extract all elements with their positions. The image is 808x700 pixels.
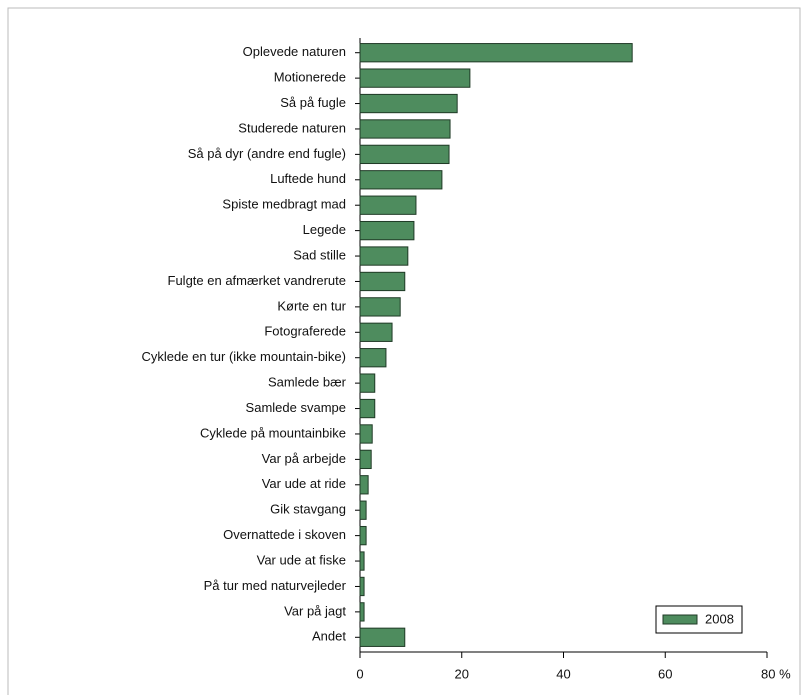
y-tick-label: Samlede svampe <box>246 400 346 415</box>
bar <box>359 475 369 495</box>
y-tick-label: Cyklede en tur (ikke mountain-bike) <box>142 349 346 364</box>
bar <box>359 525 367 546</box>
x-tick-label: 60 <box>658 666 672 681</box>
y-tick-label: Gik stavgang <box>270 502 346 517</box>
bar <box>359 170 443 190</box>
bar <box>359 246 409 266</box>
bar <box>359 576 365 597</box>
y-tick-label: Var på jagt <box>284 603 346 618</box>
y-tick-label: Fotograferede <box>264 324 346 339</box>
bar <box>359 322 393 342</box>
bar <box>359 271 406 292</box>
y-tick-label: Samlede bær <box>268 375 347 390</box>
legend-swatch <box>662 614 698 625</box>
y-tick-label: På tur med naturvejleder <box>204 578 347 593</box>
bar <box>359 627 406 647</box>
bar <box>359 424 373 444</box>
bar <box>359 119 451 139</box>
y-tick-label: Så på fugle <box>280 95 346 110</box>
y-tick-label: Studerede naturen <box>238 120 346 135</box>
bar <box>359 144 450 165</box>
bar <box>359 195 417 215</box>
y-tick-label: Så på dyr (andre end fugle) <box>188 146 346 161</box>
x-tick-label: 0 <box>356 666 363 681</box>
y-tick-label: Kørte en tur <box>277 298 346 313</box>
y-tick-label: Overnattede i skoven <box>223 527 346 542</box>
y-tick-label: Motionerede <box>274 70 346 85</box>
bar <box>359 500 367 520</box>
y-tick-label: Var på arbejde <box>262 451 346 466</box>
bar <box>359 93 458 114</box>
y-tick-label: Spiste medbragt mad <box>222 197 346 212</box>
bar <box>359 43 633 63</box>
bar <box>359 297 401 317</box>
y-tick-label: Var ude at ride <box>262 476 346 491</box>
bar <box>359 348 387 368</box>
bar <box>359 68 471 88</box>
bar <box>359 373 376 393</box>
y-tick-label: Fulgte en afmærket vandrerute <box>168 273 346 288</box>
y-tick-label: Sad stille <box>293 247 346 262</box>
y-tick-label: Luftede hund <box>270 171 346 186</box>
bar <box>359 220 415 241</box>
x-tick-label: 80 % <box>761 666 791 681</box>
y-tick-label: Cyklede på mountainbike <box>200 425 346 440</box>
y-tick-label: Legede <box>303 222 346 237</box>
bar <box>359 551 365 571</box>
y-tick-label: Var ude at fiske <box>257 552 346 567</box>
legend-label: 2008 <box>705 611 734 626</box>
x-tick-label: 40 <box>556 666 570 681</box>
bar <box>359 398 376 419</box>
x-tick-label: 20 <box>455 666 469 681</box>
y-tick-label: Andet <box>312 629 346 644</box>
y-tick-label: Oplevede naturen <box>243 44 346 59</box>
bar <box>359 602 365 622</box>
bar <box>359 449 372 470</box>
